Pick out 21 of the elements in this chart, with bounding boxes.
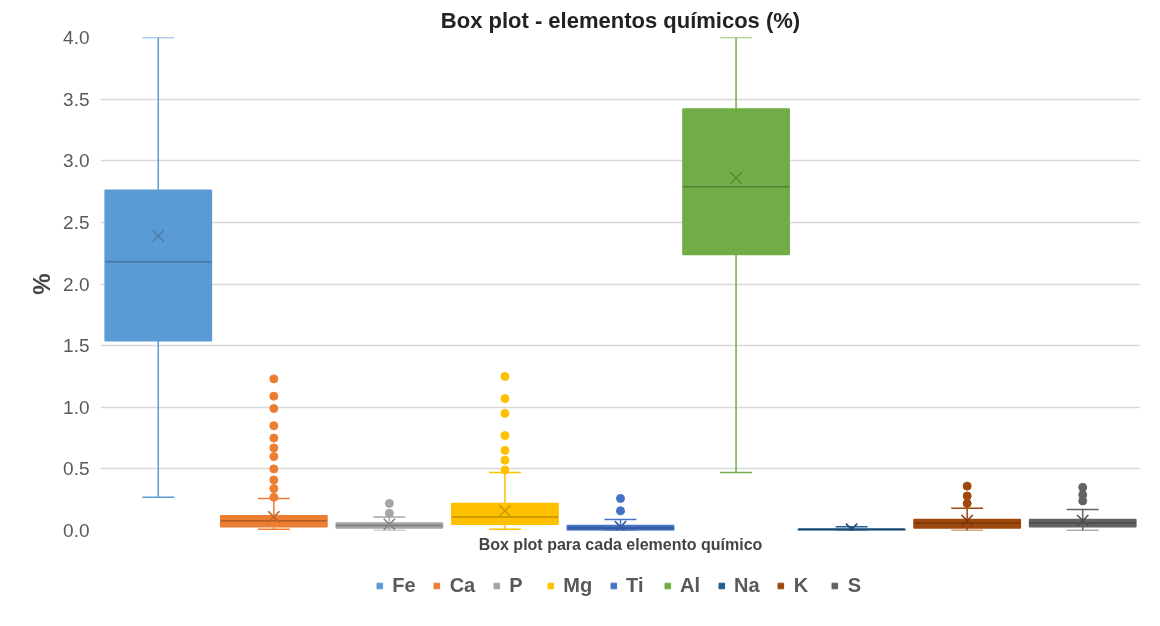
- y-tick-label: 0.0: [63, 520, 90, 541]
- y-tick-label: 3.5: [63, 88, 90, 110]
- y-tick-label: 1.0: [63, 396, 90, 418]
- y-tick-label: 2.5: [63, 211, 90, 233]
- legend-label: S: [847, 573, 863, 597]
- y-tick-label: 4.0: [63, 27, 90, 48]
- y-tick-label: 1.5: [63, 335, 90, 357]
- legend-label: Ti: [626, 573, 645, 597]
- legend-label: Fe: [392, 573, 416, 597]
- y-tick-label: 0.5: [63, 458, 90, 480]
- legend-label: Mg: [563, 573, 593, 597]
- x-axis-title: Box plot para cada elemento químico: [478, 535, 763, 553]
- y-tick-label: 2.0: [63, 273, 90, 295]
- legend-label: Ca: [449, 573, 476, 597]
- chart-title: Box plot - elementos químicos (%): [440, 7, 801, 33]
- y-axis-title: %: [28, 273, 56, 295]
- legend-label: K: [793, 573, 810, 597]
- legend-label: P: [509, 573, 524, 597]
- legend-label: Na: [734, 573, 760, 597]
- y-tick-label: 3.0: [63, 150, 90, 172]
- legend-label: Al: [680, 573, 701, 597]
